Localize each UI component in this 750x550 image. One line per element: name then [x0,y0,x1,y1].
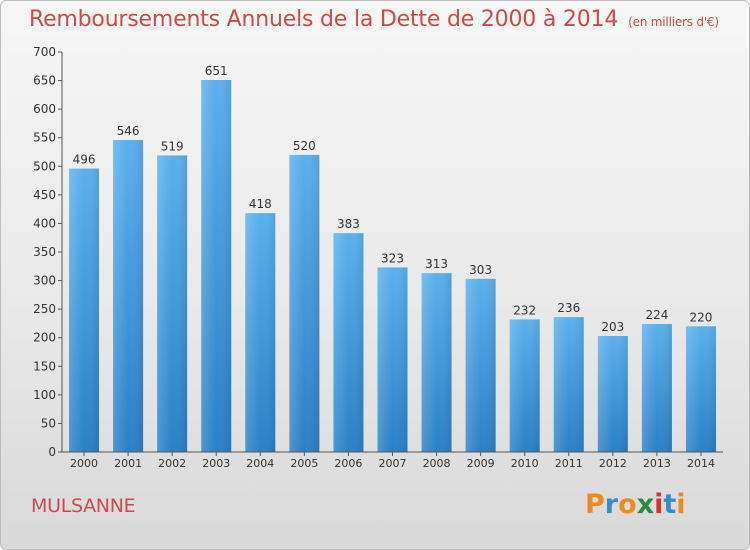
bar-value-label: 313 [425,257,448,271]
y-tick-label: 50 [41,416,56,430]
y-tick-label: 650 [33,74,56,88]
bar-value-label: 303 [469,263,492,277]
x-tick-label: 2005 [290,457,318,470]
y-tick-label: 300 [33,274,56,288]
bar-value-label: 519 [161,139,184,153]
x-tick-label: 2010 [511,457,539,470]
bar-value-label: 496 [73,153,96,167]
x-tick-label: 2003 [202,457,230,470]
bar-shine [509,319,540,452]
y-tick-label: 500 [33,159,56,173]
bar-shine [377,267,408,452]
bar-value-label: 383 [337,217,360,231]
bar-value-label: 418 [249,197,272,211]
x-tick-label: 2008 [423,457,451,470]
bar-shine [685,326,716,452]
chart-title-main: Remboursements Annuels de la Dette de 20… [29,7,619,32]
x-tick-label: 2002 [158,457,186,470]
y-tick-label: 350 [33,245,56,259]
bar-shine [201,80,232,452]
x-tick-label: 2000 [70,457,98,470]
y-tick-label: 200 [33,331,56,345]
x-tick-label: 2001 [114,457,142,470]
bar-shine [333,233,364,452]
logo-letter: i [676,489,686,520]
bar-shine [597,336,628,452]
bar-value-label: 520 [293,139,316,153]
y-tick-label: 400 [33,216,56,230]
proxiti-logo: Proxiti [585,489,686,520]
chart-title: Remboursements Annuels de la Dette de 20… [29,7,719,32]
logo-letter: x [636,489,655,520]
x-tick-label: 2014 [687,457,715,470]
y-tick-label: 550 [33,131,56,145]
bar-value-label: 236 [557,301,580,315]
x-tick-label: 2007 [379,457,407,470]
bar-shine [421,273,452,452]
bar-value-label: 651 [205,64,228,78]
logo-letter: o [618,489,637,520]
logo-letter: i [654,489,664,520]
bars: 496 546 519 651 418 520 383 323 313 303 232 236 203 2… [69,64,716,453]
bar-shine [69,168,100,453]
bar-value-label: 224 [645,308,668,322]
y-tick-label: 450 [33,188,56,202]
x-tick-label: 2006 [334,457,362,470]
x-tick-label: 2013 [643,457,671,470]
bar-shine [465,278,496,452]
location-label: MULSANNE [31,495,136,517]
bar-value-label: 203 [601,320,624,334]
logo-letter: t [663,489,677,520]
bar-value-label: 232 [513,303,536,317]
x-tick-label: 2012 [599,457,627,470]
y-tick-label: 150 [33,359,56,373]
x-axis: 2000 2001 2002 2003 2004 2005 2006 2007 2008 2009… [62,451,723,470]
x-tick-label: 2004 [246,457,274,470]
bar-value-label: 546 [117,124,140,138]
y-tick-label: 100 [33,388,56,402]
y-tick-label: 600 [33,102,56,116]
x-tick-label: 2009 [467,457,495,470]
bar-shine [289,154,320,452]
bar-value-label: 220 [690,310,713,324]
logo-letter: P [585,489,605,520]
bar-shine [641,324,672,452]
chart-title-unit: (en milliers d'€) [628,15,719,29]
bar-value-label: 323 [381,251,404,265]
x-tick-label: 2011 [555,457,583,470]
y-axis: 0 50 100 150 200 250 300 350 400 450 500 550 600 650 7… [33,45,63,459]
y-tick-label: 250 [33,302,56,316]
bar-shine [553,317,584,452]
y-tick-label: 700 [33,45,56,59]
bar-shine [245,213,276,452]
logo-letter: r [604,489,619,520]
y-tick-label: 0 [48,445,56,459]
bar-shine [113,140,144,452]
bar-shine [157,155,188,452]
